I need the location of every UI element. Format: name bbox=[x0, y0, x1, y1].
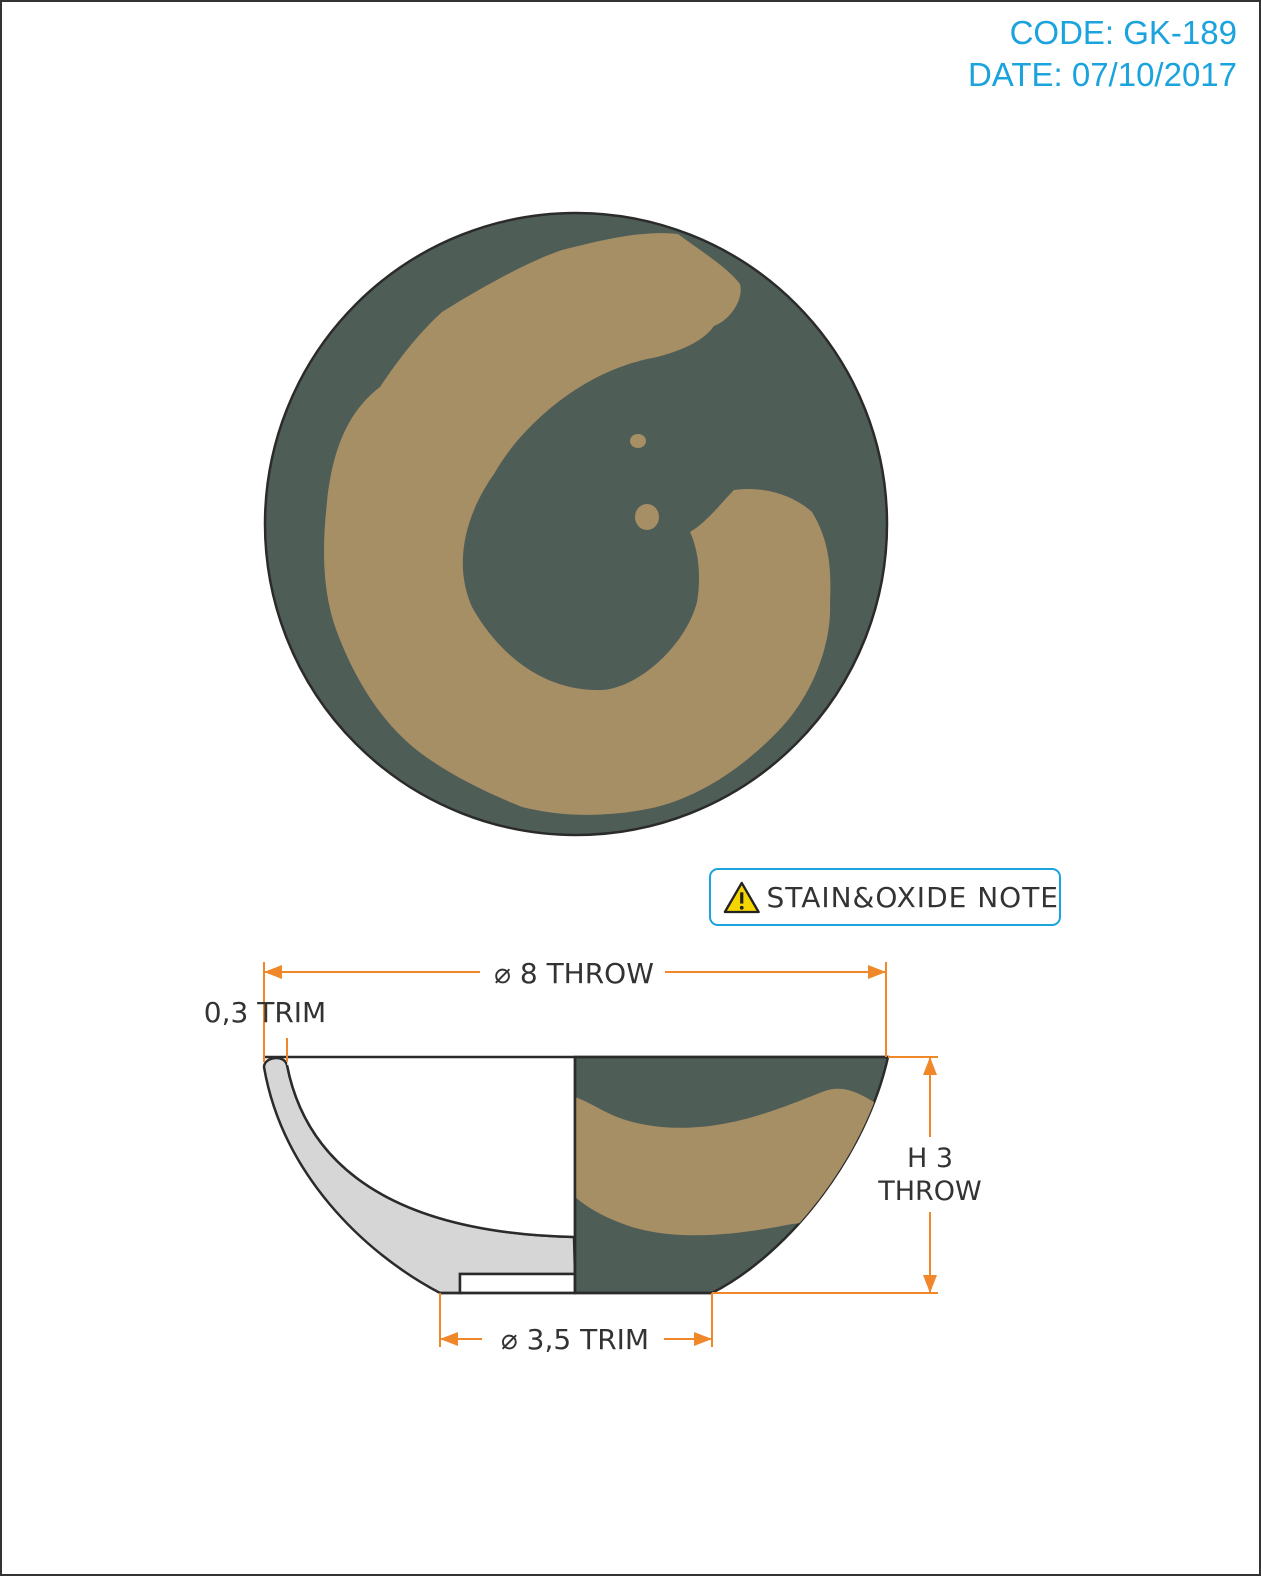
top-view-drawing bbox=[263, 211, 889, 837]
glaze-dot bbox=[635, 504, 659, 530]
arrow-head bbox=[264, 965, 282, 979]
rim-trim-dimension bbox=[263, 1038, 288, 1062]
note-label: STAIN&OXIDE NOTE bbox=[766, 880, 1059, 914]
drawing-date: DATE: 07/10/2017 bbox=[967, 56, 1237, 93]
stain-oxide-note[interactable]: STAIN&OXIDE NOTE bbox=[709, 868, 1061, 926]
product-code: CODE: GK-189 bbox=[1009, 14, 1237, 51]
height-label-line1: H 3 bbox=[907, 1143, 953, 1174]
rim-trim-label: 0,3 TRIM bbox=[204, 996, 326, 1029]
glaze-dot bbox=[630, 434, 646, 448]
diameter-base-label: ⌀ 3,5 TRIM bbox=[501, 1323, 649, 1356]
arrow-head bbox=[868, 965, 886, 979]
height-label-line2: THROW bbox=[877, 1176, 982, 1207]
warning-triangle-icon bbox=[723, 881, 760, 914]
arrow-head bbox=[923, 1057, 937, 1075]
foot-ring-section bbox=[458, 1272, 577, 1295]
arrow-head bbox=[694, 1332, 712, 1346]
inner-wall-line bbox=[285, 1064, 575, 1239]
arrow-head bbox=[440, 1332, 458, 1346]
glaze-swirl bbox=[324, 233, 831, 815]
diameter-base-dimension bbox=[439, 1293, 713, 1347]
diameter-top-label: ⌀ 8 THROW bbox=[494, 957, 654, 990]
side-section-drawing: ⌀ 8 THROW 0,3 TRIM H 3 THROW ⌀ 3,5 TRIM bbox=[204, 957, 982, 1356]
bowl-interior bbox=[287, 1057, 575, 1237]
arrow-head bbox=[923, 1275, 937, 1293]
glaze-band bbox=[575, 1088, 874, 1236]
